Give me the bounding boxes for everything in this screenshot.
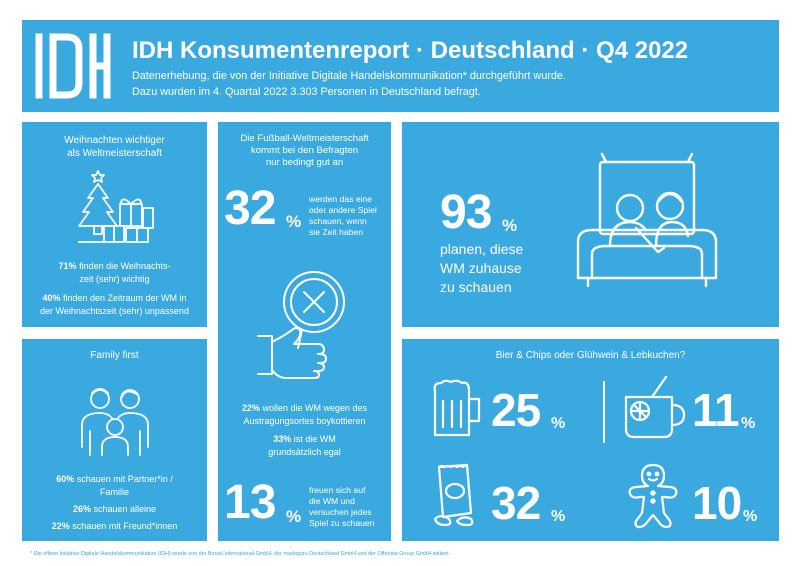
fussball-big2-text: freuen sich auf die WM und versuchen jed…	[309, 485, 375, 528]
christmas-tree-icon	[78, 170, 154, 243]
family-stat-1: 60% schauen mit Partner*in / Familie	[56, 474, 173, 497]
snack-gingerbread-percent: %	[743, 508, 758, 525]
header-panel: IDH Konsumentenreport · Deutschland · Q4…	[22, 20, 779, 112]
fussball-big2-number: 13	[224, 476, 276, 529]
family-panel: Family first 60% schauen mit Partner*in …	[22, 339, 207, 541]
family-stat-2: 26% schauen alleine	[72, 504, 157, 514]
subtitle-line-1: Datenerhebung, die von der Initiative Di…	[132, 70, 566, 82]
snack-wine-percent: %	[741, 415, 756, 432]
beer-icon	[433, 379, 481, 437]
fussball-title: Die Fußball-Weltmeisterschaft kommt bei …	[240, 133, 369, 168]
weihnachten-stat-2: 40% finden den Zeitraum der WM in der We…	[40, 293, 189, 316]
fussball-big1-percent: %	[286, 212, 302, 231]
weihnachten-title: Weihnachten wichtiger als Weltmeistersch…	[64, 135, 165, 159]
footnote: * Die offene Initiative Digitale Handels…	[30, 551, 450, 557]
snacks-title: Bier & Chips oder Glühwein & Lebkuchen?	[495, 350, 686, 361]
fussball-panel: Die Fußball-Weltmeisterschaft kommt bei …	[218, 122, 391, 541]
zuhause-text: planen, diese WM zuhause zu schauen	[440, 241, 524, 295]
snacks-divider	[603, 381, 605, 443]
fussball-big1-text: werden das eine oder andere Spiel schaue…	[309, 194, 377, 237]
snacks-panel: Bier & Chips oder Glühwein & Lebkuchen? …	[402, 339, 779, 541]
fussball-big2-percent: %	[286, 507, 302, 526]
snack-beer-percent: %	[551, 415, 566, 432]
snack-beer-number: 25	[491, 384, 541, 436]
snack-gingerbread-number: 10	[692, 477, 742, 529]
family-icon	[81, 388, 149, 456]
zuhause-panel: 93 % planen, diese WM zuhause zu schauen	[402, 122, 779, 327]
subtitle-line-2: Dazu wurden im 4. Quartal 2022 3.303 Per…	[132, 86, 481, 98]
fussball-stat-2: 33% ist die WM grundsätzlich egal	[268, 434, 341, 457]
couch-tv-icon	[576, 152, 718, 288]
idh-logo-icon	[35, 33, 111, 99]
gingerbread-icon	[628, 463, 678, 529]
chips-icon	[433, 463, 474, 527]
mulled-wine-icon	[624, 375, 686, 439]
magnifier-x-icon	[257, 271, 345, 379]
snack-chips-percent: %	[551, 508, 566, 525]
fussball-big1-number: 32	[224, 182, 276, 235]
family-title: Family first	[90, 350, 139, 361]
family-stat-3: 22% schauen mit Freund*innen	[51, 521, 178, 531]
weihnachten-stat-1: 71% finden die Weihnachts- zeit (sehr) w…	[58, 261, 171, 284]
snack-wine-number: 11	[692, 384, 740, 436]
zuhause-big-percent: %	[502, 216, 518, 235]
fussball-stat-1: 22% wollen die WM wegen des Austragungso…	[241, 403, 368, 426]
page-title: IDH Konsumentenreport · Deutschland · Q4…	[132, 37, 689, 64]
weihnachten-panel: Weihnachten wichtiger als Weltmeistersch…	[22, 122, 207, 327]
zuhause-big-number: 93	[440, 186, 492, 239]
snack-chips-number: 32	[491, 477, 541, 529]
